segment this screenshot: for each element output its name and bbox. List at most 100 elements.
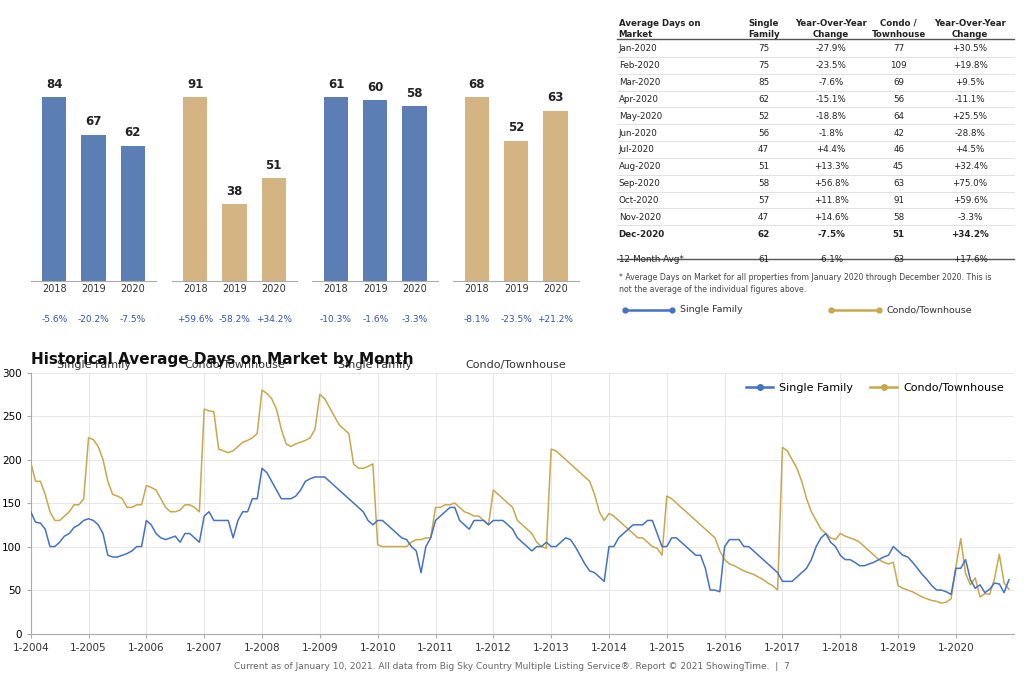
- Text: +19.8%: +19.8%: [952, 61, 987, 70]
- Text: 46: 46: [893, 146, 904, 154]
- Bar: [543, 111, 567, 281]
- Text: +25.5%: +25.5%: [952, 112, 987, 121]
- Text: 91: 91: [893, 196, 904, 205]
- Text: Single
Family: Single Family: [748, 19, 779, 38]
- Text: 60: 60: [367, 81, 383, 94]
- Text: Condo /
Townhouse: Condo / Townhouse: [871, 19, 926, 38]
- Text: 62: 62: [125, 126, 141, 139]
- Text: -23.5%: -23.5%: [500, 315, 532, 324]
- Text: +14.6%: +14.6%: [814, 213, 849, 222]
- Text: 91: 91: [187, 78, 204, 91]
- Text: +34.2%: +34.2%: [951, 230, 989, 239]
- Text: +59.6%: +59.6%: [952, 196, 987, 205]
- Text: +11.8%: +11.8%: [814, 196, 849, 205]
- Text: 51: 51: [758, 162, 769, 171]
- Text: Oct-2020: Oct-2020: [618, 196, 659, 205]
- Bar: [82, 135, 105, 281]
- Text: Mar-2020: Mar-2020: [618, 78, 660, 87]
- Text: 58: 58: [893, 213, 904, 222]
- Text: -3.3%: -3.3%: [401, 315, 428, 324]
- Text: 77: 77: [893, 44, 904, 53]
- Bar: [364, 100, 387, 281]
- Bar: [42, 98, 67, 281]
- Bar: [121, 146, 145, 281]
- Bar: [183, 98, 207, 281]
- Text: 63: 63: [893, 179, 904, 188]
- Text: 75: 75: [758, 44, 769, 53]
- Text: Jul-2020: Jul-2020: [618, 146, 654, 154]
- Text: 85: 85: [758, 78, 769, 87]
- Text: 61: 61: [758, 255, 769, 264]
- Text: 52: 52: [758, 112, 769, 121]
- Text: 67: 67: [85, 115, 101, 128]
- Text: +9.5%: +9.5%: [955, 78, 985, 87]
- Text: 63: 63: [547, 92, 563, 104]
- Text: -7.5%: -7.5%: [120, 315, 146, 324]
- Text: 63: 63: [893, 255, 904, 264]
- Text: -7.5%: -7.5%: [817, 230, 845, 239]
- Text: -5.6%: -5.6%: [41, 315, 68, 324]
- Legend: Single Family, Condo/Townhouse: Single Family, Condo/Townhouse: [741, 378, 1009, 397]
- Bar: [222, 204, 247, 281]
- Text: +59.6%: +59.6%: [177, 315, 213, 324]
- Text: -18.8%: -18.8%: [816, 112, 847, 121]
- Text: 69: 69: [893, 78, 904, 87]
- Text: 56: 56: [893, 95, 904, 104]
- Text: 75: 75: [758, 61, 769, 70]
- Text: 62: 62: [758, 230, 770, 239]
- Bar: [261, 178, 286, 281]
- Text: Jun-2020: Jun-2020: [618, 129, 657, 137]
- Text: May-2020: May-2020: [618, 112, 662, 121]
- Text: Condo/Townhouse: Condo/Townhouse: [184, 359, 285, 369]
- Text: Apr-2020: Apr-2020: [618, 95, 658, 104]
- Text: -20.2%: -20.2%: [78, 315, 110, 324]
- Text: 47: 47: [758, 146, 769, 154]
- Text: 47: 47: [758, 213, 769, 222]
- Text: +30.5%: +30.5%: [952, 44, 988, 53]
- Text: +4.5%: +4.5%: [955, 146, 985, 154]
- Text: +56.8%: +56.8%: [814, 179, 849, 188]
- Text: -23.5%: -23.5%: [816, 61, 847, 70]
- Text: Nov-2020: Nov-2020: [618, 213, 660, 222]
- Text: 58: 58: [407, 87, 423, 100]
- Text: -3.3%: -3.3%: [957, 213, 983, 222]
- Text: 58: 58: [758, 179, 769, 188]
- Text: -11.1%: -11.1%: [954, 95, 985, 104]
- Bar: [465, 98, 489, 281]
- Text: 84: 84: [46, 78, 62, 91]
- Text: 68: 68: [469, 78, 485, 91]
- Text: 56: 56: [758, 129, 769, 137]
- Text: Average Days on
Market: Average Days on Market: [618, 19, 700, 38]
- Text: 64: 64: [893, 112, 904, 121]
- Text: +21.2%: +21.2%: [538, 315, 573, 324]
- Text: Condo/Townhouse: Condo/Townhouse: [466, 359, 566, 369]
- Bar: [504, 141, 528, 281]
- Text: Historical Average Days on Market by Month: Historical Average Days on Market by Mon…: [31, 353, 414, 367]
- Text: -7.6%: -7.6%: [818, 78, 844, 87]
- Text: Year-Over-Year
Change: Year-Over-Year Change: [796, 19, 867, 38]
- Text: Single Family: Single Family: [338, 359, 413, 369]
- Text: -15.1%: -15.1%: [816, 95, 847, 104]
- Text: -27.9%: -27.9%: [816, 44, 847, 53]
- Text: -1.6%: -1.6%: [362, 315, 388, 324]
- Text: 38: 38: [226, 185, 243, 198]
- Text: -8.1%: -8.1%: [464, 315, 489, 324]
- Text: 51: 51: [893, 230, 904, 239]
- Text: Condo/Townhouse: Condo/Townhouse: [887, 305, 973, 314]
- Text: Sep-2020: Sep-2020: [618, 179, 660, 188]
- Text: Dec-2020: Dec-2020: [618, 230, 665, 239]
- Text: -10.3%: -10.3%: [319, 315, 352, 324]
- Text: 109: 109: [890, 61, 907, 70]
- Text: +34.2%: +34.2%: [256, 315, 292, 324]
- Text: +4.4%: +4.4%: [816, 146, 846, 154]
- Bar: [324, 98, 348, 281]
- Text: +13.3%: +13.3%: [814, 162, 849, 171]
- Text: 12-Month Avg*: 12-Month Avg*: [618, 255, 684, 264]
- Text: +32.4%: +32.4%: [952, 162, 987, 171]
- Text: Single Family: Single Family: [56, 359, 131, 369]
- Text: 61: 61: [328, 78, 344, 91]
- Text: 57: 57: [758, 196, 769, 205]
- Text: Aug-2020: Aug-2020: [618, 162, 662, 171]
- Text: -6.1%: -6.1%: [818, 255, 844, 264]
- Text: +75.0%: +75.0%: [952, 179, 988, 188]
